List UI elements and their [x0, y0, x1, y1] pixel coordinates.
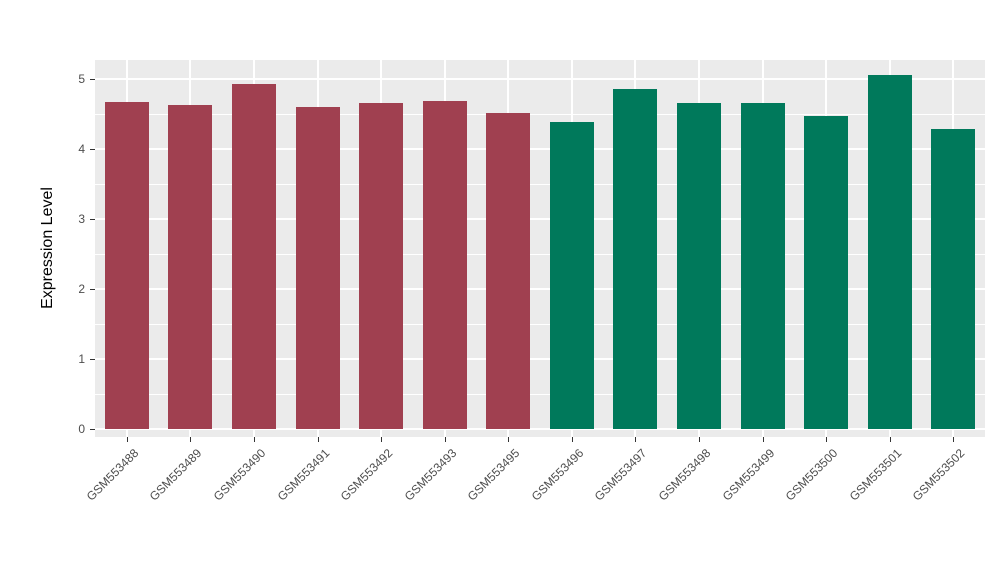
y-tick-mark — [90, 359, 95, 360]
x-tick-mark — [318, 437, 319, 442]
bar — [296, 107, 340, 429]
minor-gridline — [95, 114, 985, 115]
y-tick-label: 5 — [78, 72, 85, 86]
x-tick-label: GSM553491 — [274, 446, 332, 504]
x-tick-mark — [890, 437, 891, 442]
y-tick-mark — [90, 429, 95, 430]
y-tick-mark — [90, 219, 95, 220]
x-tick-mark — [127, 437, 128, 442]
x-tick-mark — [381, 437, 382, 442]
x-tick-label: GSM553495 — [464, 446, 522, 504]
x-tick-label: GSM553500 — [782, 446, 840, 504]
x-tick-mark — [572, 437, 573, 442]
y-tick-mark — [90, 79, 95, 80]
major-gridline — [95, 148, 985, 150]
x-tick-mark — [953, 437, 954, 442]
x-tick-label: GSM553496 — [528, 446, 586, 504]
bar — [486, 113, 530, 429]
y-tick-label: 2 — [78, 282, 85, 296]
x-tick-mark — [445, 437, 446, 442]
x-tick-label: GSM553489 — [146, 446, 204, 504]
minor-gridline — [95, 184, 985, 185]
x-tick-mark — [635, 437, 636, 442]
bar — [931, 129, 975, 429]
bar — [423, 101, 467, 429]
bar — [232, 84, 276, 429]
plot-panel — [95, 60, 985, 437]
y-tick-label: 0 — [78, 422, 85, 436]
major-gridline — [95, 218, 985, 220]
bar — [168, 105, 212, 429]
major-gridline — [95, 428, 985, 430]
bar — [868, 75, 912, 429]
x-tick-label: GSM553490 — [210, 446, 268, 504]
x-tick-mark — [254, 437, 255, 442]
x-tick-label: GSM553502 — [909, 446, 967, 504]
x-tick-label: GSM553499 — [719, 446, 777, 504]
x-tick-label: GSM553501 — [846, 446, 904, 504]
major-gridline — [95, 358, 985, 360]
bar — [741, 103, 785, 429]
y-tick-label: 1 — [78, 352, 85, 366]
x-tick-label: GSM553488 — [83, 446, 141, 504]
bar — [613, 89, 657, 429]
bar — [550, 122, 594, 429]
bar — [105, 102, 149, 429]
x-tick-label: GSM553498 — [655, 446, 713, 504]
x-tick-label: GSM553493 — [401, 446, 459, 504]
y-tick-mark — [90, 149, 95, 150]
bar — [677, 103, 721, 429]
x-tick-label: GSM553497 — [591, 446, 649, 504]
y-tick-label: 4 — [78, 142, 85, 156]
x-tick-mark — [699, 437, 700, 442]
y-tick-label: 3 — [78, 212, 85, 226]
x-tick-mark — [190, 437, 191, 442]
y-tick-mark — [90, 289, 95, 290]
x-tick-mark — [508, 437, 509, 442]
minor-gridline — [95, 394, 985, 395]
minor-gridline — [95, 254, 985, 255]
minor-gridline — [95, 324, 985, 325]
major-gridline — [95, 288, 985, 290]
bar — [359, 103, 403, 429]
x-tick-label: GSM553492 — [337, 446, 395, 504]
major-gridline — [95, 78, 985, 80]
bar — [804, 116, 848, 429]
x-tick-mark — [763, 437, 764, 442]
x-tick-mark — [826, 437, 827, 442]
